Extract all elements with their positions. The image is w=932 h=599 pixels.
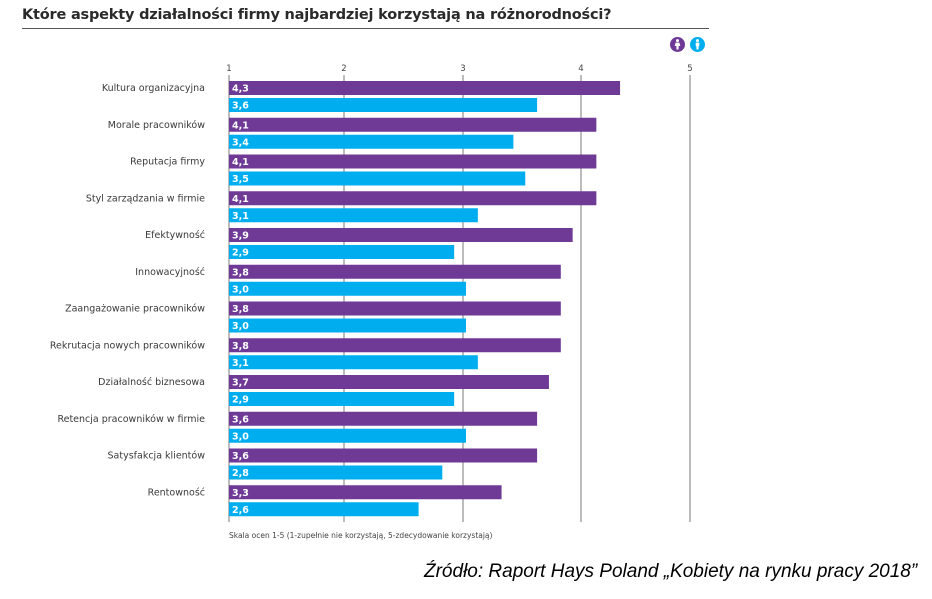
bar-male: [229, 318, 466, 333]
bar-value-label: 3,8: [232, 341, 249, 352]
bar-female: [229, 301, 561, 316]
bar-male: [229, 208, 478, 223]
bar-female: [229, 448, 538, 463]
x-tick-label: 3: [460, 64, 465, 74]
x-tick-label: 4: [578, 64, 583, 74]
bar-value-label: 4,1: [232, 157, 249, 168]
bar-value-label: 4,1: [232, 194, 249, 205]
bar-male: [229, 245, 455, 259]
category-label: Zaangażowanie pracowników: [65, 304, 205, 315]
category-label: Rekrutacja nowych pracowników: [50, 340, 205, 351]
bar-female: [229, 264, 561, 279]
bar-female: [229, 81, 621, 95]
bar-value-label: 3,6: [232, 451, 249, 462]
x-tick-labels: 1 2 3 4 5: [226, 64, 692, 74]
bar-male: [229, 281, 466, 296]
x-tick-label: 5: [687, 64, 692, 74]
x-tick-label: 2: [341, 64, 346, 74]
bar-value-label: 3,7: [232, 378, 249, 389]
bar-value-label: 2,9: [232, 395, 249, 406]
category-label: Innowacyjność: [135, 267, 205, 278]
bar-value-label: 3,4: [232, 137, 249, 148]
bar-female: [229, 117, 597, 132]
bar-value-label: 3,5: [232, 174, 249, 185]
bar-male: [229, 171, 526, 186]
bar-female: [229, 375, 549, 389]
title-divider: [22, 28, 709, 29]
x-tick-label: 1: [226, 64, 231, 74]
bar-value-label: 3,6: [232, 414, 249, 425]
category-label: Reputacja firmy: [130, 157, 205, 168]
bar-value-label: 3,8: [232, 304, 249, 315]
bar-value-label: 3,1: [232, 211, 249, 222]
category-label: Efektywność: [145, 230, 205, 241]
category-label: Styl zarządzania w firmie: [86, 193, 205, 204]
bar-male: [229, 392, 455, 406]
bar-value-label: 3,6: [232, 101, 249, 112]
source-caption: Źródło: Raport Hays Poland „Kobiety na r…: [424, 561, 918, 582]
gridlines: [228, 75, 691, 522]
category-label: Retencja pracowników w firmie: [57, 414, 205, 425]
category-label: Rentowność: [148, 487, 205, 498]
bar-value-label: 3,1: [232, 358, 249, 369]
bar-value-label: 2,9: [232, 248, 249, 259]
bar-male: [229, 98, 538, 112]
bar-chart: 1 2 3 4 5 4,3 3,6 4,1 3,4 4,1 3,5 4,1 3,1 3,9 2,9 3,8 3…: [50, 64, 693, 522]
bar-female: [229, 411, 538, 426]
bar-male: [229, 428, 466, 443]
bar-female: [229, 228, 573, 242]
bar-male: [229, 502, 419, 517]
bar-value-label: 3,9: [232, 231, 249, 242]
bar-value-label: 4,1: [232, 120, 249, 131]
bar-male: [229, 465, 443, 480]
category-label: Kultura organizacyjna: [102, 83, 205, 94]
bar-value-label: 2,8: [232, 468, 249, 479]
category-label: Działalność biznesowa: [98, 377, 205, 388]
bar-value-label: 3,0: [232, 284, 249, 295]
bar-female: [229, 485, 502, 500]
bar-female: [229, 154, 597, 169]
chart-title: Które aspekty działalności firmy najbard…: [22, 7, 612, 23]
male-icon: [690, 37, 705, 52]
bar-value-label: 4,3: [232, 84, 249, 95]
legend: [670, 37, 705, 52]
bar-value-label: 3,0: [232, 321, 249, 332]
bar-value-label: 2,6: [232, 505, 249, 516]
bar-value-label: 3,0: [232, 431, 249, 442]
female-icon: [670, 37, 685, 52]
category-labels: Kultura organizacyjna Morale pracowników R…: [50, 83, 206, 498]
bars: 4,3 3,6 4,1 3,4 4,1 3,5 4,1 3,1 3,9 2,9 3,8 3,0 3,8 3…: [229, 81, 621, 517]
bar-male: [229, 134, 514, 149]
bar-male: [229, 355, 478, 370]
category-label: Morale pracowników: [108, 120, 205, 131]
bar-female: [229, 338, 561, 353]
bar-value-label: 3,8: [232, 267, 249, 278]
bar-value-label: 3,3: [232, 488, 249, 499]
scale-note: Skala ocen 1-5 (1-zupełnie nie korzystaj…: [229, 531, 493, 540]
category-label: Satysfakcja klientów: [108, 451, 206, 462]
bar-female: [229, 191, 597, 206]
